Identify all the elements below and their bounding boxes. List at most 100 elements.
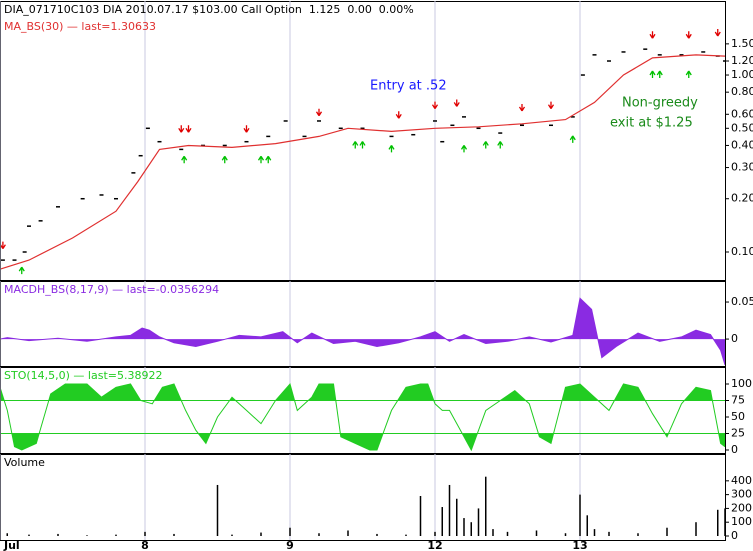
- y-tick-label: 200: [731, 501, 752, 514]
- signal-arrow: [178, 125, 185, 133]
- band-fill-group: [1, 384, 725, 401]
- x-tick-label: 13: [572, 539, 587, 551]
- y-tick-label: 0.30: [731, 161, 753, 174]
- signal-arrow: [685, 31, 692, 39]
- volume-bar: [216, 484, 219, 536]
- volume-bar: [260, 532, 262, 536]
- volume-bar: [535, 530, 538, 536]
- volume-bar: [470, 522, 472, 536]
- signal-arrow: [265, 155, 272, 164]
- volume-bar: [695, 522, 697, 536]
- signal-arrow: [649, 31, 656, 39]
- legend-entry: MA_BS(30) — last=1.30633: [4, 20, 156, 33]
- volume-bar: [115, 534, 117, 536]
- volume-bar: [666, 527, 668, 536]
- signal-arrow: [569, 135, 576, 143]
- volume-bar: [586, 515, 588, 536]
- annotation: Non-greedy: [622, 96, 698, 111]
- band-fill: [1, 384, 725, 401]
- panel-title: MACDH_BS(8,17,9) — last=-0.0356294: [4, 283, 219, 296]
- volume-bar: [485, 476, 487, 536]
- area-line: [1, 297, 725, 366]
- signal-arrow: [685, 70, 692, 79]
- signal-arrow: [388, 145, 395, 153]
- panel-title: Volume: [4, 456, 45, 469]
- signal-arrow: [482, 141, 489, 149]
- y-tick-label: 50: [731, 410, 745, 423]
- volume-bar: [86, 535, 88, 536]
- volume-bar: [289, 527, 291, 536]
- sto-line: [1, 382, 725, 452]
- y-tick-label: 0.60: [731, 107, 753, 120]
- volume-bar: [376, 533, 378, 536]
- signal-arrow: [257, 155, 265, 164]
- volume-bar: [28, 534, 30, 536]
- volume-bar: [441, 507, 443, 536]
- signal-arrow: [315, 108, 323, 117]
- volume-bar: [492, 529, 494, 536]
- panel-title: STO(14,5,0) — last=5.38922: [4, 369, 162, 382]
- volume-bar: [637, 533, 639, 536]
- y-tick-label: 1.50: [731, 37, 753, 50]
- signal-arrow: [359, 141, 366, 149]
- signal-arrow: [185, 125, 192, 133]
- volume-bar: [434, 531, 436, 536]
- signal-arrow: [395, 111, 402, 119]
- signal-arrow: [243, 125, 250, 133]
- y-tick-label: 300: [731, 488, 752, 501]
- signal-arrow: [453, 99, 460, 107]
- signal-arrow: [656, 70, 663, 79]
- plot: [1, 382, 725, 452]
- plot: [6, 476, 725, 536]
- y-tick-label: 0.50: [731, 121, 753, 134]
- volume-bar: [579, 494, 581, 536]
- ma-line: [1, 54, 725, 270]
- signal-arrow: [221, 155, 228, 164]
- volume-bar: [724, 508, 725, 536]
- signal-arrow: [547, 101, 555, 110]
- y-tick-label: 100: [731, 377, 752, 390]
- plot: [1, 297, 725, 366]
- signal-arrow: [1, 241, 6, 250]
- signal-arrow: [460, 145, 468, 153]
- x-tick-label: 9: [286, 539, 294, 551]
- y-tick-label: 0.10: [731, 245, 753, 258]
- y-tick-label: 1.00: [731, 68, 753, 81]
- panel: [0, 1, 726, 281]
- volume-bar: [593, 529, 596, 536]
- y-tick-label: 400: [731, 474, 752, 487]
- y-tick-label: 0: [731, 529, 738, 542]
- x-tick-label: Jul: [3, 539, 20, 551]
- signal-arrow: [181, 155, 188, 164]
- y-tick-label: 75: [731, 394, 745, 407]
- volume-bar: [6, 533, 8, 536]
- y-tick-label: 0.40: [731, 138, 753, 151]
- y-tick-label: 0.20: [731, 192, 753, 205]
- annotation: exit at $1.25: [610, 116, 693, 131]
- signal-arrow: [714, 29, 721, 37]
- area-fill: [1, 298, 725, 365]
- signal-arrow: [431, 101, 439, 110]
- volume-bar: [231, 534, 233, 536]
- volume-bar: [506, 531, 509, 536]
- y-tick-label: 0.05: [731, 295, 753, 308]
- x-tick-label: 8: [141, 539, 149, 551]
- band-fill-group: [1, 433, 725, 450]
- volume-bar: [463, 518, 465, 536]
- volume-bar: [318, 533, 320, 536]
- y-tick-label: 25: [731, 427, 745, 440]
- volume-bar: [347, 530, 349, 536]
- y-tick-label: 0.80: [731, 85, 753, 98]
- signal-arrow: [18, 266, 25, 275]
- volume-bar: [456, 498, 458, 536]
- volume-bar: [477, 508, 480, 536]
- volume-bar: [57, 533, 59, 536]
- panel: [0, 454, 726, 541]
- band-fill: [1, 433, 725, 450]
- x-tick-label: 12: [427, 539, 442, 551]
- volume-bar: [144, 531, 146, 536]
- panel-title: DIA_071710C103 DIA 2010.07.17 $103.00 Ca…: [4, 3, 414, 16]
- y-tick-label: 0: [731, 443, 738, 456]
- signal-arrow: [518, 103, 526, 112]
